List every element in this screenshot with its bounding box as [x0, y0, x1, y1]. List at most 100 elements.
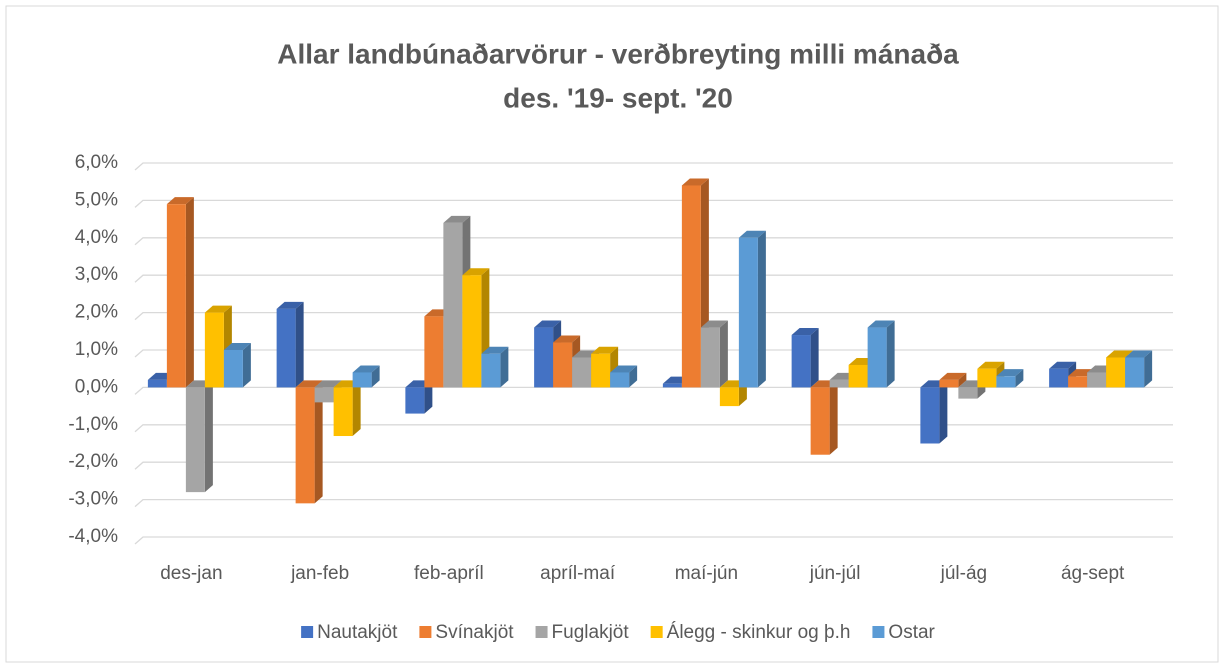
bar — [295, 387, 315, 504]
bar-top — [1049, 361, 1077, 369]
bar-top — [443, 215, 471, 223]
x-tick-label: ág-sept — [1061, 563, 1125, 584]
bar-top — [553, 335, 581, 343]
bar-side — [939, 380, 948, 444]
y-tick-label: 1,0% — [75, 339, 118, 360]
bar-top — [314, 380, 342, 388]
y-tick-label: 0,0% — [75, 376, 118, 397]
bar-top — [166, 197, 194, 205]
grid-line — [134, 274, 1173, 283]
bar — [443, 222, 463, 388]
bar — [314, 387, 334, 403]
bar-top — [295, 380, 323, 388]
bar-side — [352, 380, 361, 437]
bar — [405, 387, 425, 414]
x-tick-label: feb-apríl — [414, 563, 484, 584]
grid-line — [134, 162, 1173, 171]
bar-side — [757, 230, 766, 388]
y-tick-label: -2,0% — [68, 451, 118, 472]
bar-side — [424, 380, 433, 414]
bar-side — [810, 328, 819, 388]
bar — [424, 316, 444, 388]
bar — [1049, 368, 1069, 388]
grid-line — [134, 349, 1173, 358]
legend-label: Álegg - skinkur og þ.h — [667, 622, 851, 643]
legend-swatch — [301, 626, 314, 638]
bar-top — [1125, 350, 1153, 358]
bar — [681, 185, 701, 388]
bar — [996, 376, 1016, 388]
chart-subtitle: des. '19- sept. '20 — [503, 82, 733, 113]
y-tick-label: 6,0% — [75, 152, 118, 173]
y-tick-label: 2,0% — [75, 302, 118, 323]
bar — [829, 379, 849, 388]
legend-label: Fuglakjöt — [552, 622, 630, 643]
bar — [810, 387, 830, 455]
bar-side — [1015, 369, 1024, 388]
bar — [572, 357, 592, 388]
bar — [147, 379, 167, 388]
bar-top — [738, 230, 766, 238]
bar — [939, 379, 959, 388]
bar-top — [204, 305, 232, 313]
bar — [333, 387, 353, 437]
bar-top — [939, 372, 967, 380]
bar-top — [996, 369, 1024, 377]
bar-top — [700, 320, 728, 328]
y-tick-label: -1,0% — [68, 414, 118, 435]
x-tick-label: jan-feb — [290, 563, 349, 584]
bar-side — [829, 380, 838, 455]
legend-swatch — [872, 626, 885, 638]
bar-side — [886, 320, 895, 388]
bar-side — [295, 301, 304, 388]
bar-side — [314, 380, 323, 504]
bar — [700, 327, 720, 388]
x-tick-label: des-jan — [160, 563, 222, 584]
bar-side — [629, 365, 638, 388]
bar — [204, 312, 224, 388]
bar — [1087, 372, 1107, 388]
bar — [185, 387, 205, 493]
bar — [610, 372, 630, 388]
legend-swatch — [535, 626, 548, 638]
bar — [462, 275, 482, 388]
legend-swatch — [650, 626, 663, 638]
y-tick-label: 3,0% — [75, 264, 118, 285]
bar-side — [719, 320, 728, 388]
bar — [481, 353, 501, 388]
bar — [553, 342, 573, 388]
bar — [719, 387, 739, 407]
bar — [1106, 357, 1126, 388]
grid-line — [134, 237, 1173, 246]
bar — [958, 387, 978, 399]
bar-side — [371, 365, 380, 388]
bar-top — [276, 301, 304, 309]
bar — [352, 372, 372, 388]
grid-line — [134, 199, 1173, 208]
bar-top — [610, 365, 638, 373]
bar — [1068, 376, 1088, 388]
legend-label: Svínakjöt — [435, 622, 514, 643]
grid-line — [134, 311, 1173, 321]
bar — [977, 368, 997, 388]
bar-top — [352, 365, 380, 373]
bar-side — [958, 372, 967, 388]
x-tick-label: apríl-maí — [540, 563, 616, 584]
bar — [738, 237, 758, 388]
bar — [1125, 357, 1145, 388]
bar-side — [1144, 350, 1153, 388]
bar-top — [481, 346, 509, 354]
bar — [867, 327, 887, 388]
bar — [662, 383, 682, 388]
bar-top — [791, 328, 819, 336]
chart-title: Allar landbúnaðarvörur - verðbreyting mi… — [277, 38, 959, 69]
x-tick-label: jún-júl — [809, 563, 861, 584]
bar-top — [1106, 350, 1134, 358]
bar — [591, 353, 611, 388]
legend-swatch — [419, 626, 432, 638]
x-tick-label: júl-ág — [940, 563, 987, 584]
y-tick-label: -4,0% — [68, 526, 118, 547]
y-tick-label: 5,0% — [75, 189, 118, 210]
legend-label: Ostar — [888, 622, 935, 643]
bar-top — [681, 178, 709, 186]
